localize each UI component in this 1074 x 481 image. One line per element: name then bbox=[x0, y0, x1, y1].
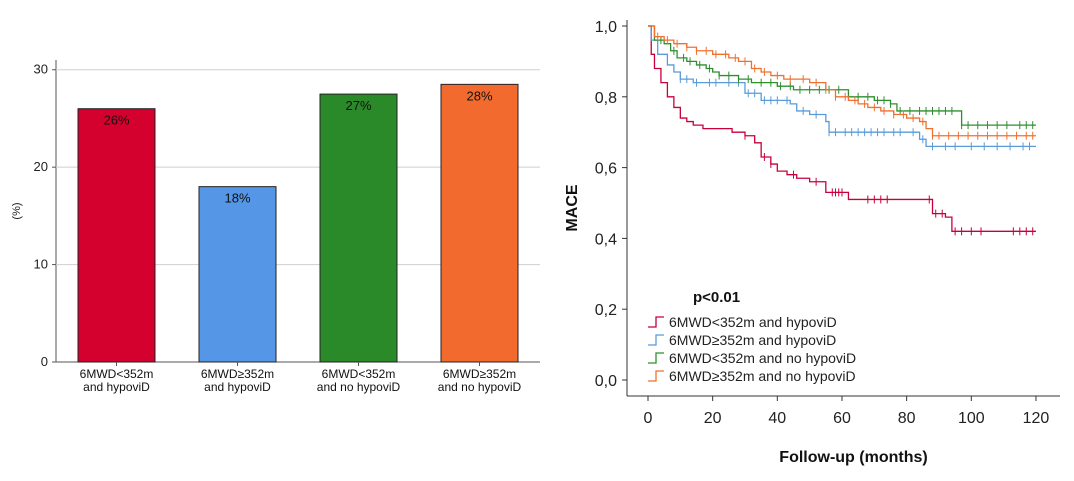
bar-y-axis-label: (%) bbox=[11, 202, 23, 219]
km-series-line bbox=[648, 25, 1036, 232]
km-legend-label: 6MWD≥352m and no hypoviD bbox=[669, 368, 856, 384]
bar-data-label: 28% bbox=[466, 88, 492, 103]
km-y-axis-label: MACE bbox=[564, 184, 581, 231]
km-x-tick-label: 80 bbox=[898, 410, 916, 427]
bar-category-label: 6MWD≥352m bbox=[201, 367, 274, 381]
km-legend-label: 6MWD<352m and no hypoviD bbox=[669, 350, 856, 366]
km-y-tick-label: 0,4 bbox=[595, 231, 617, 248]
km-legend-label: 6MWD≥352m and hypoviD bbox=[669, 332, 836, 348]
km-legend-swatch bbox=[648, 316, 664, 328]
bar bbox=[440, 83, 519, 363]
km-series-line bbox=[648, 25, 1036, 137]
bar-y-tick-label: 0 bbox=[41, 354, 48, 369]
bar-y-tick-label: 30 bbox=[34, 62, 48, 77]
km-x-tick-label: 100 bbox=[958, 410, 985, 427]
bar-y-tick-label: 20 bbox=[34, 159, 48, 174]
km-legend-swatch bbox=[648, 334, 664, 346]
bar-category-label: and no hypoviD bbox=[317, 380, 401, 394]
km-y-tick-label: 1,0 bbox=[595, 19, 617, 36]
km-series-line bbox=[648, 25, 1036, 126]
km-y-tick-label: 0,8 bbox=[595, 90, 617, 107]
km-x-tick-label: 0 bbox=[644, 410, 653, 427]
km-y-tick-label: 0,0 bbox=[595, 373, 617, 390]
bar-data-label: 27% bbox=[345, 98, 371, 113]
bar-category-label: and no hypoviD bbox=[438, 380, 522, 394]
bar bbox=[319, 93, 398, 363]
bar bbox=[77, 108, 156, 363]
km-legend-swatch bbox=[648, 370, 664, 382]
bar-data-label: 26% bbox=[103, 113, 129, 128]
bar-data-label: 18% bbox=[224, 191, 250, 206]
bar-category-label: 6MWD≥352m bbox=[443, 367, 516, 381]
km-legend-swatch bbox=[648, 352, 664, 364]
km-x-tick-label: 120 bbox=[1023, 410, 1050, 427]
km-x-axis-label: Follow-up (months) bbox=[779, 449, 927, 466]
km-y-tick-label: 0,6 bbox=[595, 161, 617, 178]
bar-category-label: and hypoviD bbox=[83, 380, 150, 394]
bar-category-label: 6MWD<352m bbox=[322, 367, 396, 381]
km-y-tick-label: 0,2 bbox=[595, 302, 617, 319]
bar-y-tick-label: 10 bbox=[34, 257, 48, 272]
km-series-line bbox=[648, 25, 1036, 148]
bar-category-label: and hypoviD bbox=[204, 380, 271, 394]
km-x-tick-label: 60 bbox=[833, 410, 851, 427]
bar-category-label: 6MWD<352m bbox=[80, 367, 154, 381]
km-x-tick-label: 40 bbox=[768, 410, 786, 427]
km-legend-label: 6MWD<352m and hypoviD bbox=[669, 314, 837, 330]
km-p-value-annotation: p<0.01 bbox=[693, 289, 740, 306]
km-x-tick-label: 20 bbox=[704, 410, 722, 427]
